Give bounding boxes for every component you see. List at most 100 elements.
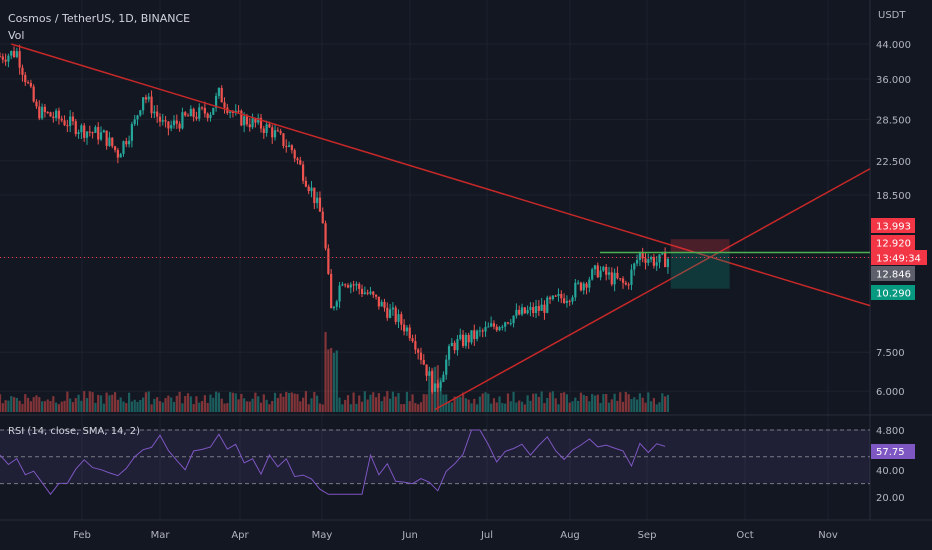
candle-body xyxy=(220,87,223,103)
volume-bar xyxy=(35,395,38,412)
volume-bar xyxy=(456,397,459,412)
volume-bar xyxy=(38,397,41,412)
candle-body xyxy=(475,330,479,339)
volume-bar xyxy=(257,396,260,412)
candle-body xyxy=(248,124,251,128)
volume-bar xyxy=(341,404,344,412)
volume-bar xyxy=(467,399,470,412)
volume-bar xyxy=(153,398,156,412)
volume-bar xyxy=(649,401,653,412)
candle-body xyxy=(501,326,504,328)
candle-body xyxy=(391,307,395,310)
candles xyxy=(0,44,670,394)
volume-bar xyxy=(492,398,496,412)
candle-body xyxy=(304,180,308,187)
candle-body xyxy=(259,117,263,129)
candle-body xyxy=(80,125,83,133)
volume-bar xyxy=(245,401,249,412)
candle-body xyxy=(74,121,77,135)
volume-bar xyxy=(97,394,100,412)
candle-body xyxy=(178,123,181,129)
volume-bar xyxy=(285,391,288,412)
candle-body xyxy=(557,293,560,297)
price-tick-label: 22.500 xyxy=(876,157,911,168)
rsi-tick-label: 20.00 xyxy=(876,493,905,504)
volume-bar xyxy=(372,392,375,412)
candle-body xyxy=(403,324,406,332)
candle-body xyxy=(136,115,139,120)
candle-body xyxy=(509,323,512,325)
candle-body xyxy=(447,346,451,360)
volume-bar xyxy=(523,404,526,412)
volume-bar xyxy=(310,398,313,412)
candle-body xyxy=(481,330,484,332)
volume-bar xyxy=(596,394,599,412)
volume-bar xyxy=(574,397,577,412)
rsi-value-label: 57.75 xyxy=(876,447,905,458)
volume-bar xyxy=(316,395,319,412)
candle-body xyxy=(335,301,338,307)
volume-bar xyxy=(99,395,103,412)
volume-bar xyxy=(644,402,647,412)
volume-bar xyxy=(63,400,66,412)
candle-body xyxy=(153,111,156,114)
candle-body xyxy=(26,82,30,84)
time-tick-label: Mar xyxy=(151,530,171,541)
volume-bar xyxy=(94,402,97,412)
volume-bar xyxy=(658,402,661,412)
candle-body xyxy=(363,292,366,294)
candle-body xyxy=(332,306,336,309)
volume-bar xyxy=(360,401,364,412)
volume-bar xyxy=(268,404,271,412)
candle-body xyxy=(633,263,636,270)
candle-body xyxy=(607,272,611,275)
candle-body xyxy=(568,300,571,302)
volume-bar xyxy=(186,393,190,412)
volume-bar xyxy=(240,393,243,412)
candle-body xyxy=(439,381,442,388)
volume-bar xyxy=(647,392,650,412)
candle-body xyxy=(605,266,608,275)
candle-body xyxy=(431,371,434,392)
candle-body xyxy=(380,301,383,307)
volume-bar xyxy=(12,397,16,412)
candle-body xyxy=(596,265,599,278)
candle-body xyxy=(49,112,52,117)
candle-body xyxy=(214,95,218,108)
volume-bar xyxy=(147,391,150,412)
candle-body xyxy=(172,120,176,126)
volume-bar xyxy=(116,399,119,412)
volume-bar xyxy=(133,399,136,412)
volume-bar xyxy=(344,399,347,412)
candle-body xyxy=(624,282,627,285)
candle-body xyxy=(209,114,212,119)
volume-bar xyxy=(386,391,389,412)
volume-bar xyxy=(619,392,622,412)
candle-body xyxy=(613,272,616,285)
candle-body xyxy=(641,252,644,259)
time-tick-label: Feb xyxy=(73,530,91,541)
time-tick-label: Jul xyxy=(480,530,493,541)
volume-bar xyxy=(459,397,462,412)
volume-bar xyxy=(172,401,176,412)
volume-bar xyxy=(605,394,608,412)
time-tick-label: May xyxy=(312,530,333,541)
volume-bar xyxy=(307,404,310,412)
candle-body xyxy=(147,96,150,100)
volume-bar xyxy=(276,398,279,412)
volume-bar xyxy=(633,397,636,412)
volume-bar xyxy=(358,395,361,412)
candle-body xyxy=(610,272,613,285)
candle-body xyxy=(422,359,425,365)
candle-body xyxy=(532,306,535,314)
candle-body xyxy=(464,334,467,346)
candle-body xyxy=(419,352,423,360)
volume-bar xyxy=(167,395,170,412)
volume-bar xyxy=(388,398,392,412)
volume-bar xyxy=(130,401,134,412)
volume-bar xyxy=(142,397,145,412)
volume-bar xyxy=(144,392,148,412)
candle-body xyxy=(321,211,324,224)
candle-body xyxy=(456,339,459,351)
